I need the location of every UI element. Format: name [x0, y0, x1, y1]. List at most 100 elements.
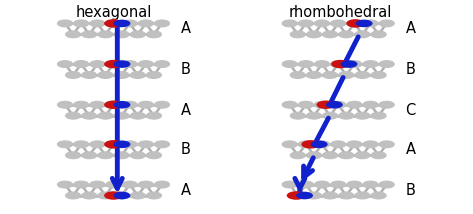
Circle shape — [58, 101, 73, 108]
Text: rhombohedral: rhombohedral — [289, 5, 392, 20]
Text: A: A — [406, 142, 416, 157]
Circle shape — [58, 141, 73, 148]
Circle shape — [58, 20, 73, 27]
Circle shape — [154, 141, 170, 148]
Text: C: C — [406, 103, 416, 118]
Circle shape — [315, 20, 330, 27]
Circle shape — [298, 20, 314, 27]
Circle shape — [114, 72, 129, 79]
Circle shape — [114, 152, 129, 159]
Circle shape — [82, 31, 97, 38]
Circle shape — [82, 72, 97, 79]
Circle shape — [74, 20, 89, 27]
Circle shape — [355, 192, 370, 199]
Text: A: A — [181, 21, 191, 36]
Text: hexagonal: hexagonal — [75, 5, 152, 20]
Circle shape — [146, 192, 161, 199]
Circle shape — [106, 20, 121, 27]
Circle shape — [356, 20, 373, 27]
Circle shape — [355, 31, 370, 38]
Circle shape — [66, 31, 81, 38]
Text: B: B — [406, 183, 415, 198]
Circle shape — [290, 192, 306, 199]
Circle shape — [315, 181, 330, 188]
Circle shape — [282, 181, 297, 188]
Circle shape — [74, 101, 89, 108]
Circle shape — [282, 141, 297, 148]
Circle shape — [90, 61, 105, 67]
Circle shape — [315, 61, 330, 67]
Circle shape — [379, 20, 394, 27]
Circle shape — [371, 112, 386, 119]
Circle shape — [323, 112, 338, 119]
Circle shape — [315, 141, 330, 148]
Circle shape — [331, 181, 346, 188]
Circle shape — [98, 112, 113, 119]
Circle shape — [66, 72, 81, 79]
Circle shape — [130, 112, 145, 119]
Circle shape — [114, 112, 129, 119]
Circle shape — [114, 101, 131, 108]
Circle shape — [311, 141, 328, 148]
Circle shape — [331, 20, 346, 27]
Circle shape — [90, 141, 105, 148]
Circle shape — [154, 181, 170, 188]
Circle shape — [74, 181, 89, 188]
Circle shape — [138, 141, 153, 148]
Circle shape — [298, 101, 314, 108]
Circle shape — [371, 192, 386, 199]
Circle shape — [74, 141, 89, 148]
Circle shape — [331, 141, 346, 148]
Circle shape — [371, 152, 386, 159]
Circle shape — [98, 72, 113, 79]
Circle shape — [138, 20, 153, 27]
Circle shape — [130, 192, 145, 199]
Circle shape — [323, 31, 338, 38]
Circle shape — [339, 192, 354, 199]
Circle shape — [371, 72, 386, 79]
Circle shape — [130, 152, 145, 159]
Circle shape — [290, 152, 306, 159]
Circle shape — [379, 181, 394, 188]
Circle shape — [339, 112, 354, 119]
Circle shape — [355, 112, 370, 119]
Circle shape — [138, 61, 153, 67]
Circle shape — [58, 181, 73, 188]
Circle shape — [98, 31, 113, 38]
Circle shape — [114, 192, 129, 199]
Circle shape — [66, 152, 81, 159]
Circle shape — [379, 101, 394, 108]
Circle shape — [122, 141, 137, 148]
Circle shape — [82, 112, 97, 119]
Circle shape — [122, 181, 137, 188]
Circle shape — [130, 72, 145, 79]
Circle shape — [296, 192, 313, 199]
Circle shape — [363, 141, 378, 148]
Text: B: B — [181, 142, 191, 157]
Circle shape — [307, 192, 322, 199]
Circle shape — [298, 61, 314, 67]
Text: A: A — [181, 103, 191, 118]
Circle shape — [138, 101, 153, 108]
Circle shape — [371, 31, 386, 38]
Circle shape — [98, 192, 113, 199]
Circle shape — [122, 20, 137, 27]
Circle shape — [379, 61, 394, 67]
Circle shape — [106, 61, 121, 67]
Circle shape — [363, 61, 378, 67]
Circle shape — [130, 31, 145, 38]
Circle shape — [363, 20, 378, 27]
Circle shape — [339, 72, 354, 79]
Circle shape — [315, 101, 330, 108]
Circle shape — [104, 191, 123, 200]
Circle shape — [106, 101, 121, 108]
Circle shape — [298, 181, 314, 188]
Circle shape — [307, 72, 322, 79]
Circle shape — [363, 181, 378, 188]
Circle shape — [90, 20, 105, 27]
Circle shape — [326, 101, 343, 108]
Circle shape — [331, 61, 346, 67]
Text: B: B — [406, 62, 415, 77]
Circle shape — [307, 31, 322, 38]
Circle shape — [106, 181, 121, 188]
